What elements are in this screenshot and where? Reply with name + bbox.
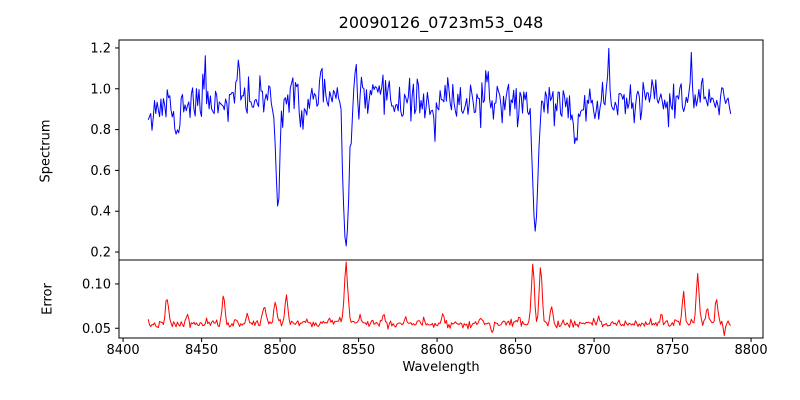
spectrum-panel-frame	[118, 39, 764, 261]
spectrum-y-tick-label: 1.2	[90, 41, 111, 56]
x-tick-label: 8650	[499, 343, 532, 358]
x-tick-label: 8750	[656, 343, 689, 358]
x-tick-label: 8450	[185, 343, 218, 358]
error-y-tick-label: 0.10	[82, 277, 111, 292]
spectrum-trace	[147, 47, 732, 247]
error-y-tick-label: 0.05	[82, 322, 111, 337]
error-panel-frame	[118, 259, 764, 339]
x-tick-label: 8550	[342, 343, 375, 358]
x-tick-label: 8400	[107, 343, 140, 358]
spectrum-y-tick-label: 0.6	[90, 164, 111, 179]
error-trace	[147, 261, 732, 337]
wavelength-x-axis-label: Wavelength	[402, 360, 480, 375]
x-tick-label: 8700	[578, 343, 611, 358]
spectrum-y-tick-label: 0.2	[90, 246, 111, 261]
x-tick-label: 8800	[735, 343, 768, 358]
spectrum-y-tick-label: 0.4	[90, 205, 111, 220]
spectrum-y-tick-label: 0.8	[90, 123, 111, 138]
x-tick-label: 8500	[264, 343, 297, 358]
x-tick-label: 8600	[421, 343, 454, 358]
plot-title: 20090126_0723m53_048	[338, 13, 544, 32]
spectrum-y-tick-label: 1.0	[90, 82, 111, 97]
